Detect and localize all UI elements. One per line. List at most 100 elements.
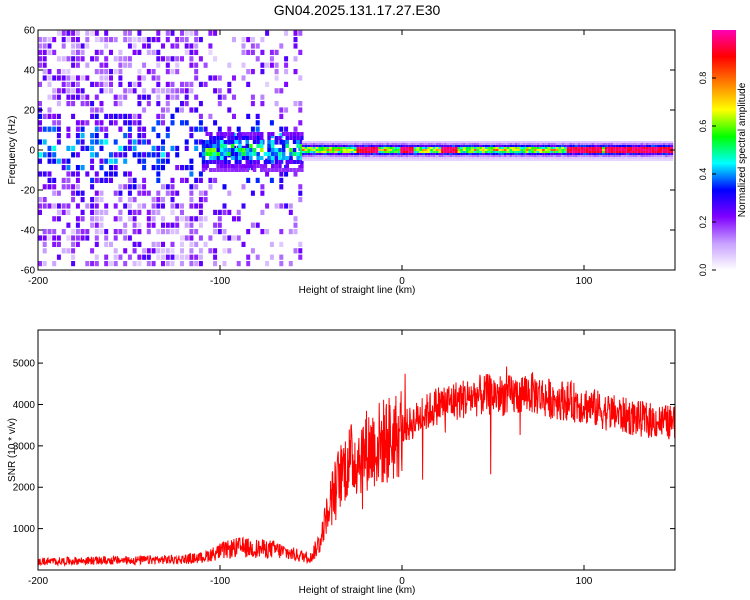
heatmap-cell <box>274 152 279 156</box>
snr-frame <box>37 329 676 571</box>
heatmap-cell <box>493 159 496 161</box>
heatmap-cell <box>75 222 80 228</box>
heatmap-cell <box>430 151 433 153</box>
heatmap-cell <box>90 261 95 267</box>
heatmap-cell <box>405 159 409 161</box>
heatmap-cell <box>142 152 147 158</box>
heatmap-cell <box>416 153 420 155</box>
heatmap-cell <box>189 43 194 49</box>
heatmap-cell <box>271 164 275 168</box>
heatmap-cell <box>184 43 189 49</box>
heatmap-cell <box>156 229 161 235</box>
heatmap-cell <box>279 133 284 139</box>
heatmap-cell <box>99 158 104 164</box>
heatmap-cell <box>75 120 80 126</box>
heatmap-cell <box>490 145 493 147</box>
heatmap-cell <box>278 160 282 164</box>
heatmap-cell <box>397 151 401 153</box>
heatmap-cell <box>198 152 203 158</box>
heatmap-cell <box>457 149 461 151</box>
heatmap-cell <box>618 141 622 143</box>
heatmap-cell <box>501 155 504 157</box>
heatmap-cell <box>585 149 589 151</box>
heatmap-cell <box>279 107 284 113</box>
heatmap-cell <box>298 107 303 113</box>
heatmap-cell <box>123 222 128 228</box>
heatmap-cell <box>525 153 529 155</box>
heatmap-cell <box>561 157 564 159</box>
x-tick-label: -100 <box>210 276 230 287</box>
heatmap-cell <box>42 126 47 132</box>
heatmap-cell <box>71 113 76 119</box>
heatmap-cell <box>446 157 450 159</box>
heatmap-cell <box>621 153 624 155</box>
heatmap-cell <box>234 152 239 156</box>
heatmap-cell <box>94 107 99 113</box>
heatmap-cell <box>564 153 567 155</box>
heatmap-cell <box>392 159 395 161</box>
heatmap-cell <box>137 209 142 215</box>
heatmap-cell <box>558 153 562 155</box>
heatmap-cell <box>94 94 99 100</box>
heatmap-cell <box>473 145 477 147</box>
heatmap-cell <box>550 143 553 145</box>
heatmap-cell <box>189 184 194 190</box>
heatmap-cell <box>536 149 540 151</box>
heatmap-cell <box>208 43 213 49</box>
heatmap-cell <box>321 151 324 153</box>
heatmap-cell <box>345 145 349 147</box>
heatmap-cell <box>509 151 513 153</box>
heatmap-cell <box>292 140 297 144</box>
x-tick-label: 0 <box>399 576 405 587</box>
y-tick-label: -60 <box>21 266 36 277</box>
heatmap-cell <box>558 149 562 151</box>
heatmap-cell <box>241 136 246 140</box>
heatmap-cell <box>438 159 442 161</box>
heatmap-cell <box>534 155 537 157</box>
heatmap-cell <box>284 62 289 68</box>
heatmap-cell <box>300 136 304 140</box>
heatmap-cell <box>99 190 104 196</box>
heatmap-cell <box>175 94 180 100</box>
heatmap-cell <box>156 120 161 126</box>
heatmap-cell <box>656 157 660 159</box>
heatmap-cell <box>223 168 228 172</box>
heatmap-cell <box>256 152 260 156</box>
heatmap-cell <box>61 203 66 209</box>
heatmap-cell <box>572 157 575 159</box>
heatmap-cell <box>271 140 275 144</box>
heatmap-cell <box>80 216 85 222</box>
heatmap-cell <box>66 88 71 94</box>
heatmap-cell <box>378 159 381 161</box>
heatmap-cell <box>334 143 338 145</box>
heatmap-cell <box>189 158 194 164</box>
heatmap-cell <box>665 149 668 151</box>
heatmap-cell <box>142 88 147 94</box>
heatmap-cell <box>667 155 671 157</box>
heatmap-cell <box>490 143 493 145</box>
heatmap-cell <box>293 30 298 36</box>
heatmap-cell <box>468 151 472 153</box>
heatmap-cell <box>94 113 99 119</box>
heatmap-cell <box>66 133 71 139</box>
heatmap-cell <box>132 120 137 126</box>
heatmap-cell <box>123 30 128 36</box>
heatmap-cell <box>656 159 660 161</box>
heatmap-cell <box>662 145 665 147</box>
heatmap-cell <box>142 254 147 260</box>
heatmap-cell <box>80 101 85 107</box>
heatmap-cell <box>47 229 52 235</box>
heatmap-cell <box>269 158 274 164</box>
heatmap-cell <box>321 141 324 143</box>
heatmap-cell <box>71 30 76 36</box>
heatmap-cell <box>99 216 104 222</box>
heatmap-cell <box>452 155 455 157</box>
heatmap-cell <box>56 120 61 126</box>
heatmap-cell <box>345 143 349 145</box>
heatmap-cell <box>624 151 627 153</box>
heatmap-cell <box>71 88 76 94</box>
heatmap-cell <box>123 229 128 235</box>
heatmap-cell <box>274 62 279 68</box>
heatmap-cell <box>604 153 608 155</box>
heatmap-cell <box>629 155 633 157</box>
